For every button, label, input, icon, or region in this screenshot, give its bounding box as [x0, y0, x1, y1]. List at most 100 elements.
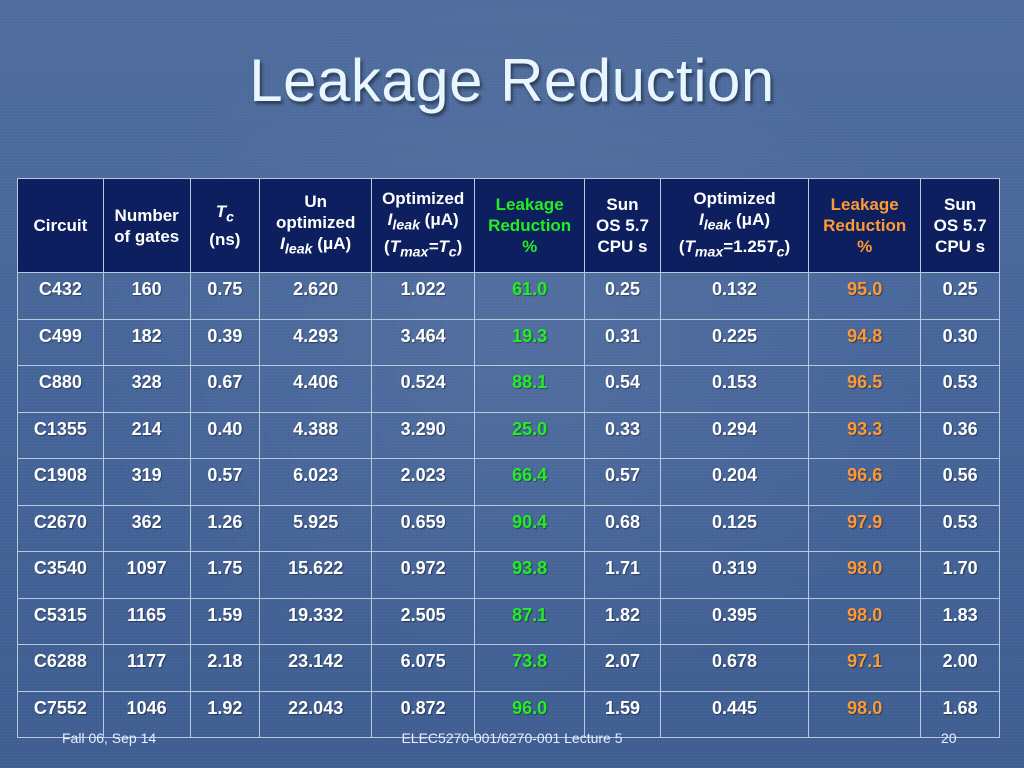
footer-page-number: 20	[941, 730, 957, 746]
table-row: C3540 1097 1.75 15.622 0.972 93.8 1.71 0…	[17, 551, 1000, 599]
cell-cpu-1: 0.33	[584, 411, 661, 459]
cell-circuit: C880	[17, 365, 104, 413]
header-optimized-ileak-tc: Optimized Ileak (μA) (Tmax=Tc)	[371, 178, 476, 273]
cell-unopt-ileak: 19.332	[259, 597, 373, 645]
cell-tc: 1.59	[189, 597, 261, 645]
cell-cpu-2: 1.83	[920, 597, 1000, 645]
table-row: C5315 1165 1.59 19.332 2.505 87.1 1.82 0…	[17, 597, 1000, 645]
table-row: C2670 362 1.26 5.925 0.659 90.4 0.68 0.1…	[17, 504, 1000, 552]
cell-unopt-ileak: 4.293	[259, 318, 373, 366]
cell-tc: 1.26	[189, 504, 261, 552]
cell-gates: 1177	[102, 644, 191, 692]
cell-cpu-2: 0.53	[920, 365, 1000, 413]
table-row: C499 182 0.39 4.293 3.464 19.3 0.31 0.22…	[17, 318, 1000, 366]
header-tc: Tc (ns)	[189, 178, 261, 273]
cell-gates: 1046	[102, 690, 191, 738]
cell-opt-ileak-125tc: 0.125	[659, 504, 810, 552]
footer-course: ELEC5270-001/6270-001 Lecture 5	[401, 730, 623, 746]
cell-reduction-1: 25.0	[474, 411, 586, 459]
cell-opt-ileak-tc: 2.505	[371, 597, 476, 645]
cell-reduction-1: 73.8	[474, 644, 586, 692]
cell-opt-ileak-125tc: 0.678	[659, 644, 810, 692]
table-row: C6288 1177 2.18 23.142 6.075 73.8 2.07 0…	[17, 644, 1000, 692]
table-row: C1908 319 0.57 6.023 2.023 66.4 0.57 0.2…	[17, 458, 1000, 506]
cell-opt-ileak-125tc: 0.225	[659, 318, 810, 366]
cell-unopt-ileak: 15.622	[259, 551, 373, 599]
cell-opt-ileak-tc: 1.022	[371, 272, 476, 320]
cell-tc: 0.75	[189, 272, 261, 320]
header-row: Circuit Number of gates Tc (ns) Un optimize…	[17, 178, 1000, 273]
cell-reduction-2: 96.6	[808, 458, 922, 506]
cell-gates: 214	[102, 411, 191, 459]
cell-reduction-1: 96.0	[474, 690, 586, 738]
cell-reduction-1: 90.4	[474, 504, 586, 552]
header-number-of-gates: Number of gates	[102, 178, 191, 273]
cell-unopt-ileak: 22.043	[259, 690, 373, 738]
cell-unopt-ileak: 23.142	[259, 644, 373, 692]
cell-reduction-2: 98.0	[808, 551, 922, 599]
cell-circuit: C1908	[17, 458, 104, 506]
cell-gates: 182	[102, 318, 191, 366]
header-unoptimized-ileak: Un optimized Ileak (μA)	[259, 178, 373, 273]
cell-circuit: C2670	[17, 504, 104, 552]
table-row: C880 328 0.67 4.406 0.524 88.1 0.54 0.15…	[17, 365, 1000, 413]
cell-opt-ileak-125tc: 0.204	[659, 458, 810, 506]
cell-unopt-ileak: 4.388	[259, 411, 373, 459]
cell-tc: 0.67	[189, 365, 261, 413]
cell-reduction-2: 97.1	[808, 644, 922, 692]
cell-opt-ileak-tc: 6.075	[371, 644, 476, 692]
slide-title: Leakage Reduction	[249, 47, 775, 114]
cell-unopt-ileak: 2.620	[259, 272, 373, 320]
cell-tc: 0.39	[189, 318, 261, 366]
cell-unopt-ileak: 6.023	[259, 458, 373, 506]
cell-opt-ileak-tc: 0.659	[371, 504, 476, 552]
cell-reduction-2: 98.0	[808, 597, 922, 645]
cell-reduction-1: 88.1	[474, 365, 586, 413]
cell-gates: 1165	[102, 597, 191, 645]
cell-reduction-1: 87.1	[474, 597, 586, 645]
cell-opt-ileak-125tc: 0.319	[659, 551, 810, 599]
cell-opt-ileak-125tc: 0.132	[659, 272, 810, 320]
cell-cpu-2: 1.70	[920, 551, 1000, 599]
cell-unopt-ileak: 5.925	[259, 504, 373, 552]
cell-tc: 1.75	[189, 551, 261, 599]
cell-cpu-2: 0.30	[920, 318, 1000, 366]
cell-unopt-ileak: 4.406	[259, 365, 373, 413]
cell-cpu-1: 1.71	[584, 551, 661, 599]
table-row: C432 160 0.75 2.620 1.022 61.0 0.25 0.13…	[17, 272, 1000, 320]
cell-gates: 362	[102, 504, 191, 552]
header-leakage-reduction-1: Leakage Reduction%	[474, 178, 586, 273]
cell-circuit: C1355	[17, 411, 104, 459]
cell-circuit: C432	[17, 272, 104, 320]
cell-reduction-1: 61.0	[474, 272, 586, 320]
cell-circuit: C3540	[17, 551, 104, 599]
cell-opt-ileak-tc: 3.290	[371, 411, 476, 459]
cell-opt-ileak-125tc: 0.445	[659, 690, 810, 738]
cell-opt-ileak-125tc: 0.395	[659, 597, 810, 645]
header-sun-cpu-2: Sun OS 5.7 CPU s	[920, 178, 1000, 273]
cell-cpu-2: 1.68	[920, 690, 1000, 738]
cell-reduction-2: 97.9	[808, 504, 922, 552]
cell-tc: 2.18	[189, 644, 261, 692]
cell-reduction-2: 95.0	[808, 272, 922, 320]
cell-cpu-2: 2.00	[920, 644, 1000, 692]
footer-date: Fall 06, Sep 14	[62, 730, 157, 746]
header-leakage-reduction-2: Leakage Reduction%	[808, 178, 922, 273]
cell-cpu-1: 0.68	[584, 504, 661, 552]
header-optimized-ileak-125tc: Optimized Ileak (μA) (Tmax=1.25Tc)	[659, 178, 810, 273]
cell-opt-ileak-tc: 0.972	[371, 551, 476, 599]
cell-cpu-2: 0.56	[920, 458, 1000, 506]
cell-tc: 0.57	[189, 458, 261, 506]
cell-gates: 319	[102, 458, 191, 506]
cell-gates: 1097	[102, 551, 191, 599]
header-sun-cpu-1: Sun OS 5.7 CPU s	[584, 178, 661, 273]
cell-reduction-2: 94.8	[808, 318, 922, 366]
table-row: C1355 214 0.40 4.388 3.290 25.0 0.33 0.2…	[17, 411, 1000, 459]
cell-circuit: C6288	[17, 644, 104, 692]
cell-cpu-1: 0.31	[584, 318, 661, 366]
cell-reduction-1: 93.8	[474, 551, 586, 599]
header-circuit: Circuit	[17, 178, 104, 273]
cell-circuit: C5315	[17, 597, 104, 645]
cell-reduction-2: 96.5	[808, 365, 922, 413]
cell-cpu-1: 1.82	[584, 597, 661, 645]
